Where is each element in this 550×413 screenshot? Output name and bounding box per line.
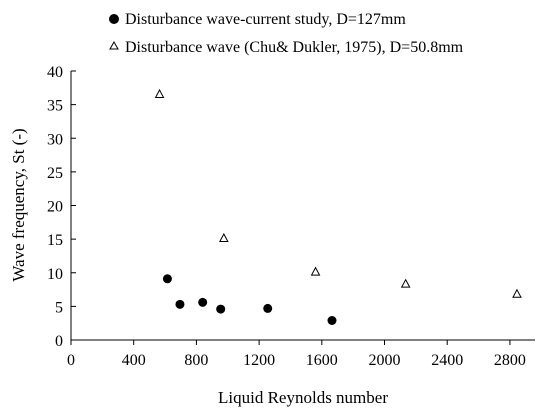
data-point-current-study xyxy=(327,315,337,325)
y-tick-label: 35 xyxy=(47,98,63,115)
legend: Disturbance wave-current study, D=127mm … xyxy=(109,11,464,56)
data-point-chu-dukler xyxy=(310,266,321,276)
legend-label-chu-dukler: Disturbance wave (Chu& Dukler, 1975), D=… xyxy=(125,39,464,56)
x-axis-ticks: 0 400 800 1200 1600 2000 2400 2800 xyxy=(67,340,526,369)
data-point-current-study xyxy=(216,304,226,314)
data-point-chu-dukler xyxy=(400,278,411,288)
y-tick-label: 30 xyxy=(47,131,63,148)
x-tick-label: 2800 xyxy=(494,352,526,369)
data-point-current-study xyxy=(162,274,172,284)
x-tick-label: 2400 xyxy=(431,352,463,369)
y-tick-label: 15 xyxy=(47,232,63,249)
data-point-chu-dukler xyxy=(154,88,165,99)
y-axis-ticks: 0 5 10 15 20 25 30 35 40 xyxy=(47,64,76,350)
data-point-current-study xyxy=(263,303,273,313)
y-tick-label: 25 xyxy=(47,165,63,182)
x-tick-label: 800 xyxy=(184,352,208,369)
data-point-current-study xyxy=(175,299,185,309)
x-tick-label: 2000 xyxy=(369,352,401,369)
y-tick-label: 40 xyxy=(47,64,63,81)
legend-marker-current-study xyxy=(109,14,119,24)
x-tick-label: 1600 xyxy=(306,352,338,369)
y-tick-label: 5 xyxy=(55,299,63,316)
x-tick-label: 1200 xyxy=(243,352,275,369)
data-point-chu-dukler xyxy=(219,232,229,242)
data-points xyxy=(154,88,522,325)
data-point-current-study xyxy=(198,297,208,307)
y-axis-label: Wave frequency, St (-) xyxy=(9,128,28,281)
data-point-chu-dukler xyxy=(512,288,522,298)
y-tick-label: 20 xyxy=(47,199,63,216)
y-tick-label: 10 xyxy=(47,266,63,283)
plot-area xyxy=(70,71,535,341)
y-tick-label: 0 xyxy=(55,333,63,350)
legend-marker-chu-dukler xyxy=(109,40,119,50)
x-axis-label: Liquid Reynolds number xyxy=(218,388,388,407)
x-tick-label: 0 xyxy=(67,352,75,369)
x-tick-label: 400 xyxy=(122,352,146,369)
legend-label-current-study: Disturbance wave-current study, D=127mm xyxy=(125,11,406,28)
